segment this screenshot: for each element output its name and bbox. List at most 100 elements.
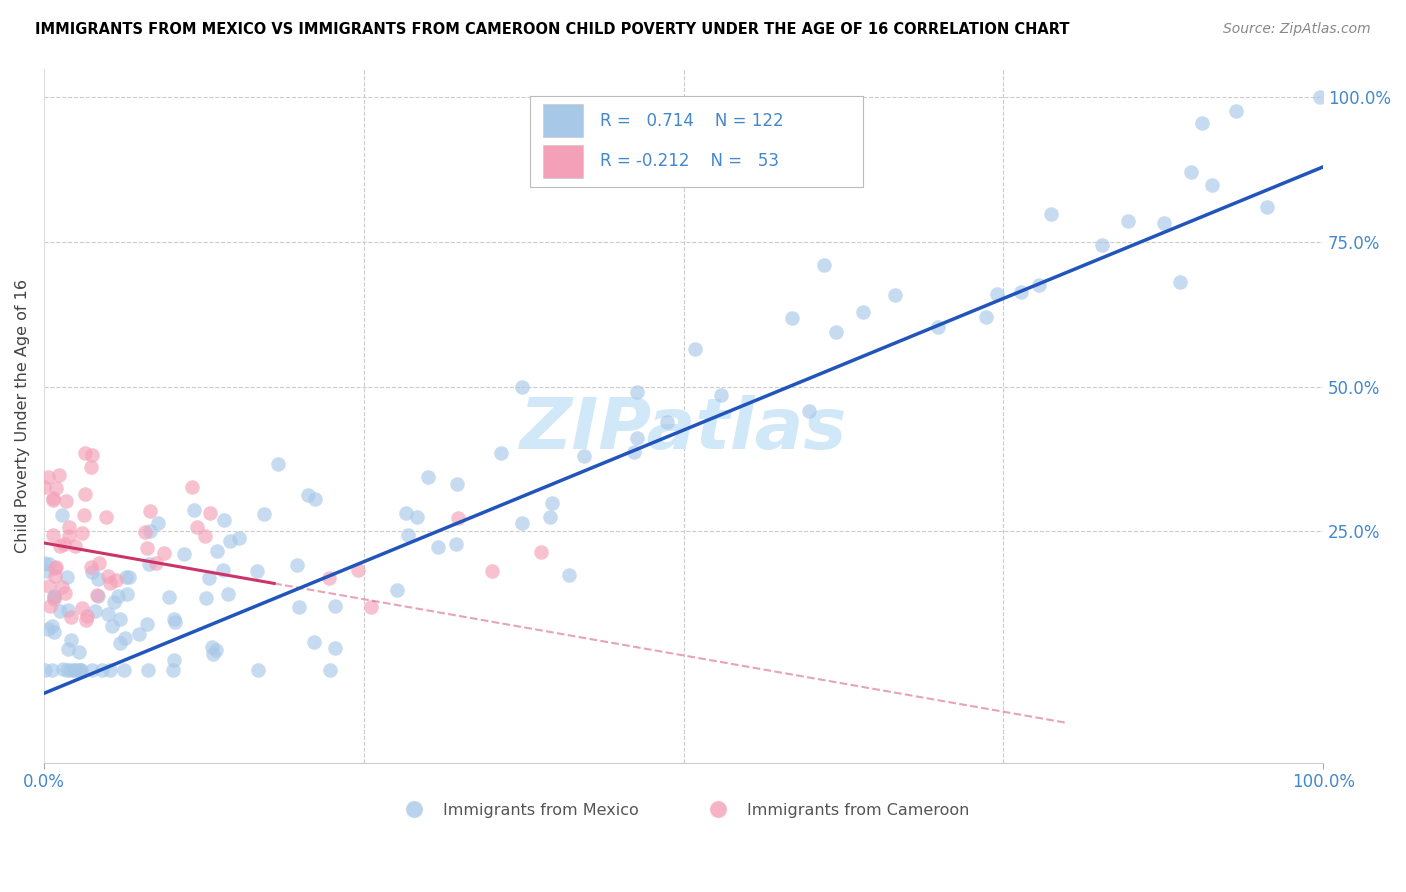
Point xyxy=(107,589,129,603)
Point xyxy=(108,612,131,626)
Point xyxy=(623,445,645,459)
Point xyxy=(62,663,84,677)
Point xyxy=(557,567,579,582)
Point xyxy=(194,529,217,543)
Point xyxy=(115,586,138,600)
Point xyxy=(572,450,595,464)
Point xyxy=(205,544,228,558)
Point xyxy=(37,565,59,579)
Point xyxy=(45,482,67,496)
Point xyxy=(115,570,138,584)
Point xyxy=(101,619,124,633)
Point xyxy=(626,384,648,399)
Point xyxy=(103,595,125,609)
Text: IMMIGRANTS FROM MEXICO VS IMMIGRANTS FROM CAMEROON CHILD POVERTY UNDER THE AGE O: IMMIGRANTS FROM MEXICO VS IMMIGRANTS FRO… xyxy=(35,22,1070,37)
Point xyxy=(51,580,73,594)
Point xyxy=(1180,165,1202,179)
Point xyxy=(90,663,112,677)
Point xyxy=(128,627,150,641)
Point xyxy=(69,663,91,677)
Point xyxy=(267,457,290,471)
Point xyxy=(1168,275,1191,289)
Point xyxy=(42,491,65,506)
Point xyxy=(58,602,80,616)
Point xyxy=(510,380,533,394)
Point xyxy=(94,510,117,524)
Point xyxy=(162,663,184,677)
Point xyxy=(1116,213,1139,227)
Point xyxy=(48,467,70,482)
Point xyxy=(416,470,439,484)
Point xyxy=(80,460,103,475)
Point xyxy=(70,663,93,677)
Point xyxy=(55,493,77,508)
Point xyxy=(136,616,159,631)
Legend: Immigrants from Mexico, Immigrants from Cameroon: Immigrants from Mexico, Immigrants from … xyxy=(391,797,976,824)
Point xyxy=(97,568,120,582)
Point xyxy=(139,504,162,518)
Point xyxy=(58,641,80,656)
Point xyxy=(53,586,76,600)
Point xyxy=(927,320,949,334)
Point xyxy=(44,590,66,604)
Point xyxy=(253,507,276,521)
Point xyxy=(145,556,167,570)
Point xyxy=(42,528,65,542)
Point xyxy=(530,544,553,558)
Point xyxy=(163,612,186,626)
Point xyxy=(34,480,56,494)
Point xyxy=(1153,217,1175,231)
Point xyxy=(38,579,60,593)
Point xyxy=(34,663,56,677)
Point xyxy=(538,509,561,524)
Point xyxy=(56,663,79,677)
Point xyxy=(319,663,342,677)
Y-axis label: Child Poverty Under the Age of 16: Child Poverty Under the Age of 16 xyxy=(15,278,30,553)
Point xyxy=(394,506,416,520)
Point xyxy=(41,663,63,677)
Point xyxy=(385,583,408,598)
Point xyxy=(218,533,240,548)
Point xyxy=(186,520,208,534)
Point xyxy=(780,310,803,325)
Point xyxy=(80,560,103,574)
Point xyxy=(84,603,107,617)
Point xyxy=(138,558,160,572)
Point xyxy=(65,663,87,677)
Point xyxy=(406,509,429,524)
Point xyxy=(1039,207,1062,221)
Point xyxy=(217,587,239,601)
Point xyxy=(58,519,80,533)
Point xyxy=(49,540,72,554)
Point xyxy=(104,573,127,587)
Point xyxy=(44,561,66,575)
Point xyxy=(52,537,75,551)
Point xyxy=(204,642,226,657)
Point xyxy=(138,663,160,677)
Point xyxy=(42,625,65,640)
Point xyxy=(98,663,121,677)
Point xyxy=(82,565,104,579)
Point xyxy=(134,524,156,539)
Point xyxy=(852,304,875,318)
Point xyxy=(165,615,187,629)
Point xyxy=(194,591,217,605)
Point xyxy=(1010,285,1032,299)
Point xyxy=(118,570,141,584)
Point xyxy=(198,570,221,584)
Point xyxy=(212,513,235,527)
Point xyxy=(323,640,346,655)
Point xyxy=(398,528,420,542)
Point xyxy=(626,431,648,445)
Point xyxy=(34,556,56,570)
Point xyxy=(323,599,346,614)
Point xyxy=(1309,90,1331,104)
Point xyxy=(181,480,204,494)
Point xyxy=(44,568,66,582)
Point xyxy=(73,508,96,523)
Point xyxy=(444,537,467,551)
Point xyxy=(247,663,270,677)
Point xyxy=(683,343,706,357)
Point xyxy=(976,310,998,324)
Point xyxy=(1256,200,1278,214)
